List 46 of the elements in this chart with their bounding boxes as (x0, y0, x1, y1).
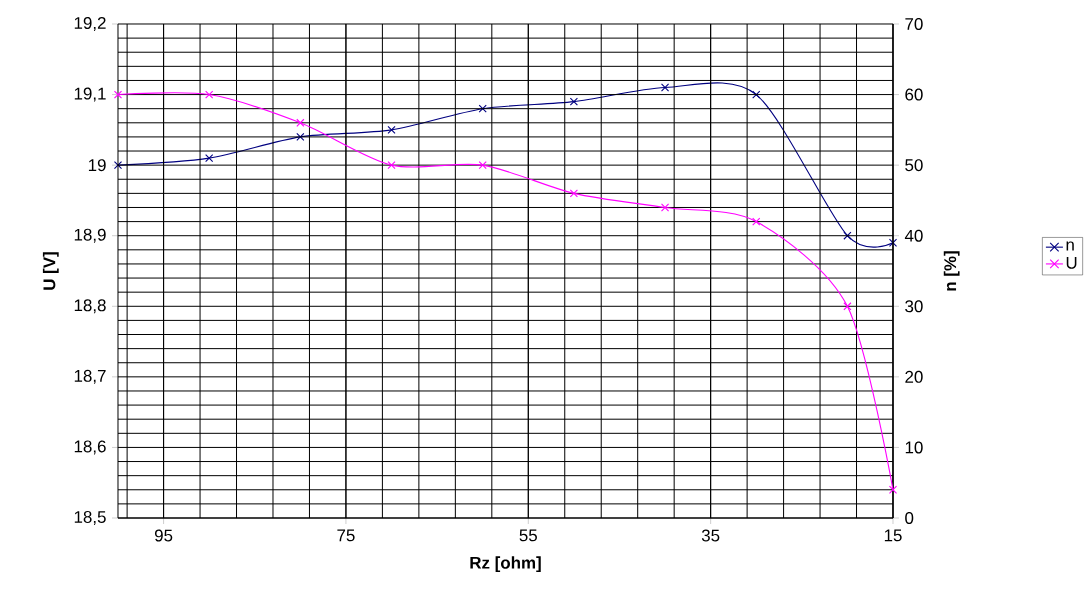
point (569, 97, 578, 106)
y-tick-label: 19 (88, 159, 106, 172)
x-tick-label: 35 (701, 529, 720, 542)
x-tick-label: 55 (519, 529, 537, 542)
x-axis-title: Rz [ohm] (470, 556, 541, 573)
point (478, 104, 487, 113)
point (752, 90, 761, 99)
point (660, 203, 670, 212)
y2-tick-label: 60 (905, 88, 923, 101)
point (387, 161, 396, 170)
y-tick-label: 18,7 (74, 369, 106, 384)
y2-tick-label: 40 (904, 229, 923, 242)
point (660, 83, 670, 92)
point (296, 132, 305, 141)
point (569, 189, 578, 198)
legend-label: U (1066, 256, 1077, 269)
y-tick-label: 19,2 (74, 17, 106, 31)
point (205, 154, 214, 163)
x-tick-label: 15 (884, 529, 902, 542)
y-tick-label: 19,1 (74, 87, 106, 102)
y-tick-label: 18,6 (74, 440, 106, 455)
point (843, 231, 852, 240)
y-axis-title: U [V] (42, 252, 59, 290)
y2-axis-title: n [%] (943, 251, 960, 291)
y2-tick-label: 20 (905, 370, 923, 383)
y-tick-label: 18,8 (74, 299, 106, 314)
point (752, 217, 761, 226)
point (113, 90, 123, 99)
point (843, 302, 852, 311)
point (888, 238, 898, 247)
y2-tick-label: 10 (905, 441, 923, 454)
point (478, 161, 487, 170)
y-tick-label: 18,5 (74, 511, 106, 525)
point (888, 485, 898, 494)
point (387, 125, 396, 134)
y2-tick-label: 50 (905, 159, 923, 172)
y2-tick-label: 70 (905, 18, 923, 30)
y2-tick-label: 30 (905, 300, 923, 313)
point (296, 118, 305, 127)
y2-tick-label: 0 (905, 512, 914, 524)
y-tick-label: 18,9 (74, 228, 106, 243)
point (205, 90, 214, 99)
legend-label: n (1066, 241, 1074, 251)
point (113, 161, 123, 170)
x-tick-label: 75 (337, 529, 355, 542)
x-tick-label: 95 (154, 529, 173, 542)
